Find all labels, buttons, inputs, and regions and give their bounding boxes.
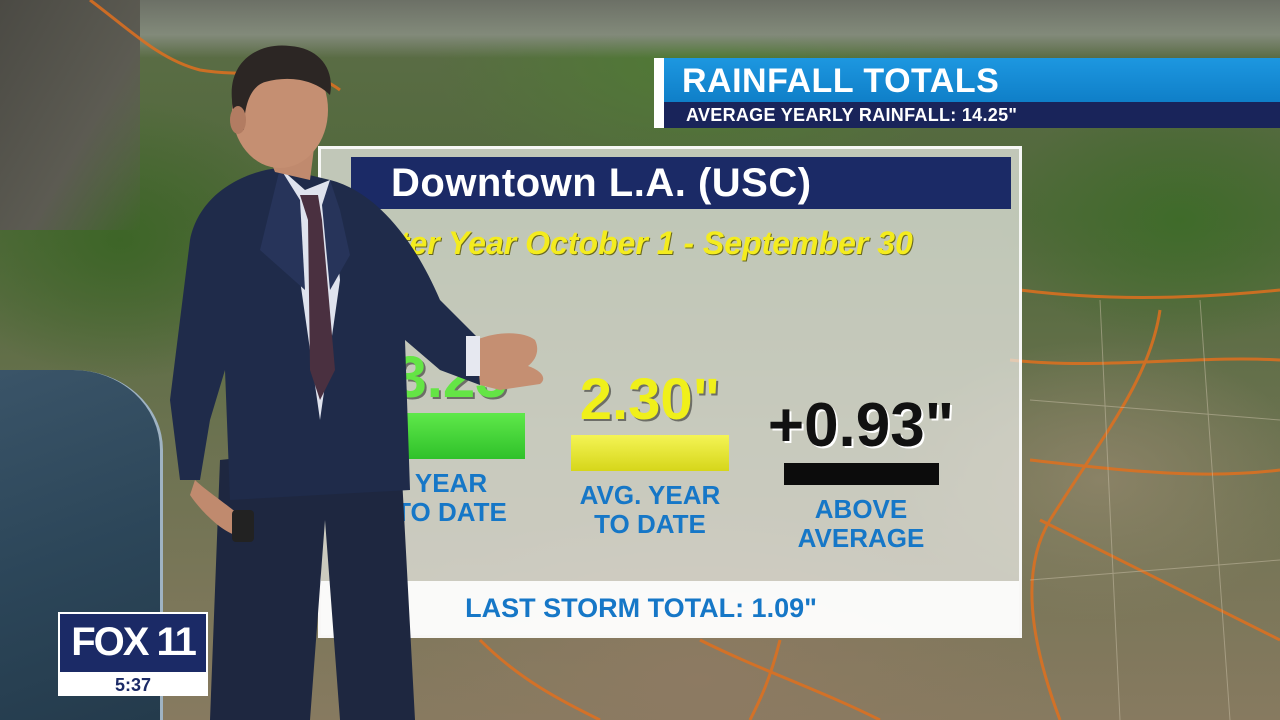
banner-subtitle-bar: AVERAGE YEARLY RAINFALL: 14.25": [654, 102, 1280, 128]
avg-year-to-date-bar: [571, 435, 729, 471]
banner-subtitle: AVERAGE YEARLY RAINFALL: 14.25": [686, 105, 1018, 125]
above-average-label-line1: ABOVE: [814, 494, 908, 524]
year-to-date-label-line2: TO DATE: [395, 497, 507, 527]
location-title: Downtown L.A. (USC): [391, 161, 812, 205]
year-to-date-label-line1: YEAR: [414, 468, 488, 498]
broadcast-time: 5:37: [58, 674, 208, 696]
water-year-range: ater Year October 1 - September 30: [381, 225, 913, 261]
stat-above-average: +0.93" ABOVE AVERAGE: [751, 395, 971, 553]
fox11-logo: FOX 11: [58, 612, 208, 674]
stat-avg-year-to-date: 2.30" AVG. YEAR TO DATE: [565, 371, 735, 539]
avg-year-to-date-label-line1: AVG. YEAR: [579, 480, 721, 510]
board-header: Downtown L.A. (USC): [351, 157, 1011, 209]
rainfall-totals-banner: RAINFALL TOTALS AVERAGE YEARLY RAINFALL:…: [654, 58, 1280, 128]
above-average-label-line2: AVERAGE: [797, 523, 925, 553]
above-average-value: +0.93": [767, 391, 955, 460]
banner-title-bar: RAINFALL TOTALS: [654, 58, 1280, 102]
avg-year-to-date-value: 2.30": [579, 367, 721, 432]
map-horizon: [0, 0, 1280, 58]
avg-year-to-date-label: AVG. YEAR TO DATE: [565, 481, 735, 539]
station-bug: FOX 11 5:37: [58, 612, 208, 696]
year-to-date-label: YEAR TO DATE: [351, 469, 551, 527]
presenter-figure: [170, 45, 544, 720]
banner-title: RAINFALL TOTALS: [682, 62, 1000, 100]
last-storm-total: LAST STORM TOTAL: 1.09": [465, 593, 817, 623]
above-average-bar: [783, 463, 939, 485]
avg-year-to-date-label-line2: TO DATE: [594, 509, 706, 539]
map-mountain-shadow: [0, 0, 140, 230]
last-storm-strip: LAST STORM TOTAL: 1.09": [321, 581, 1019, 635]
fox11-logo-text: FOX 11: [71, 620, 197, 664]
rainfall-board: Downtown L.A. (USC) ater Year October 1 …: [318, 146, 1022, 638]
above-average-label: ABOVE AVERAGE: [751, 495, 971, 553]
